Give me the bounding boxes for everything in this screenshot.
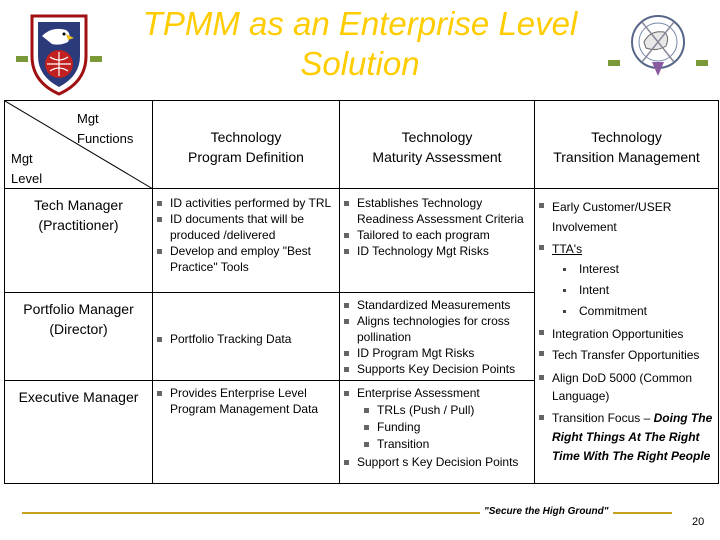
list-item: Tech Transfer Opportunities bbox=[536, 345, 718, 366]
row-label-portfolio-manager: Portfolio Manager (Director) bbox=[4, 292, 153, 381]
list-item: Enterprise Assessment bbox=[341, 385, 534, 401]
cell-tech-manager-definition: ID activities performed by TRL ID docume… bbox=[152, 188, 340, 293]
list-item: ID Technology Mgt Risks bbox=[341, 243, 534, 259]
slide-title-line1: TPMM as an Enterprise Level bbox=[142, 5, 578, 42]
management-matrix-table: Mgt Functions Mgt Level Technology Progr… bbox=[4, 100, 719, 484]
list-item-ttas: TTA's bbox=[536, 239, 718, 259]
slide-title: TPMM as an Enterprise Level Solution bbox=[110, 4, 610, 84]
header-program-definition: Technology Program Definition bbox=[152, 100, 340, 189]
row-label-tech-manager: Tech Manager (Practitioner) bbox=[4, 188, 153, 293]
page-number: 20 bbox=[692, 516, 705, 528]
bullet-list: Enterprise Assessment bbox=[341, 385, 534, 401]
list-item: Transition bbox=[360, 436, 534, 453]
enterprise-assessment-sub-list: TRLs (Push / Pull) Funding Transition bbox=[341, 402, 534, 453]
slide-title-line2: Solution bbox=[300, 45, 420, 82]
corner-bottom-label: Mgt Level bbox=[11, 151, 43, 186]
transition-bullet-list-2: Integration Opportunities Tech Transfer … bbox=[536, 324, 718, 466]
list-item: Develop and employ "Best Practice" Tools bbox=[154, 243, 339, 275]
footer-motto: "Secure the High Ground" bbox=[480, 506, 613, 517]
list-item: ID activities performed by TRL bbox=[154, 195, 339, 211]
bullet-list: Establishes Technology Readiness Assessm… bbox=[341, 195, 534, 259]
list-item: TRLs (Push / Pull) bbox=[360, 402, 534, 419]
header-maturity-assessment: Technology Maturity Assessment bbox=[339, 100, 535, 189]
footer-divider bbox=[22, 512, 672, 514]
bullet-list: Standardized Measurements Aligns technol… bbox=[341, 297, 534, 377]
list-item: Intent bbox=[536, 280, 718, 301]
list-item: Integration Opportunities bbox=[536, 324, 718, 345]
list-item: Establishes Technology Readiness Assessm… bbox=[341, 195, 534, 227]
list-item: Portfolio Tracking Data bbox=[154, 331, 339, 347]
list-item: Standardized Measurements bbox=[341, 297, 534, 313]
corner-header-cell: Mgt Functions Mgt Level bbox=[4, 100, 153, 189]
list-item: ID documents that will be produced /deli… bbox=[154, 211, 339, 243]
list-item: Interest bbox=[536, 259, 718, 280]
corner-top-label: Mgt Functions bbox=[77, 111, 134, 146]
bullet-list: Support s Key Decision Points bbox=[341, 454, 534, 470]
list-item: Supports Key Decision Points bbox=[341, 361, 534, 377]
cell-transition-management: Early Customer/USER Involvement TTA's In… bbox=[534, 188, 719, 484]
transition-bullet-list: Early Customer/USER Involvement TTA's bbox=[536, 197, 718, 259]
list-item: Align DoD 5000 (Common Language) bbox=[536, 369, 718, 405]
corner-diagonal-line bbox=[5, 101, 152, 188]
list-item: Support s Key Decision Points bbox=[341, 454, 534, 470]
list-item: Early Customer/USER Involvement bbox=[536, 197, 718, 237]
cell-executive-manager-definition: Provides Enterprise Level Program Manage… bbox=[152, 380, 340, 484]
list-item-transition-focus: Transition Focus – Doing The Right Thing… bbox=[536, 409, 718, 466]
bullet-list: Portfolio Tracking Data bbox=[154, 331, 339, 347]
list-item: ID Program Mgt Risks bbox=[341, 345, 534, 361]
eagle-emblem-logo bbox=[608, 12, 708, 82]
cell-executive-manager-maturity: Enterprise Assessment TRLs (Push / Pull)… bbox=[339, 380, 535, 484]
bullet-list: ID activities performed by TRL ID docume… bbox=[154, 195, 339, 275]
bullet-list: Provides Enterprise Level Program Manage… bbox=[154, 385, 339, 417]
list-item: Aligns technologies for cross pollinatio… bbox=[341, 313, 534, 345]
list-item: Tailored to each program bbox=[341, 227, 534, 243]
cell-portfolio-manager-definition: Portfolio Tracking Data bbox=[152, 292, 340, 381]
list-item: Commitment bbox=[536, 301, 718, 322]
tta-sub-list: Interest Intent Commitment bbox=[536, 259, 718, 322]
army-eagle-shield-logo bbox=[16, 12, 102, 96]
cell-portfolio-manager-maturity: Standardized Measurements Aligns technol… bbox=[339, 292, 535, 381]
row-label-executive-manager: Executive Manager bbox=[4, 380, 153, 484]
header-transition-management: Technology Transition Management bbox=[534, 100, 719, 189]
list-item: Provides Enterprise Level Program Manage… bbox=[154, 385, 339, 417]
list-item: Funding bbox=[360, 419, 534, 436]
cell-tech-manager-maturity: Establishes Technology Readiness Assessm… bbox=[339, 188, 535, 293]
